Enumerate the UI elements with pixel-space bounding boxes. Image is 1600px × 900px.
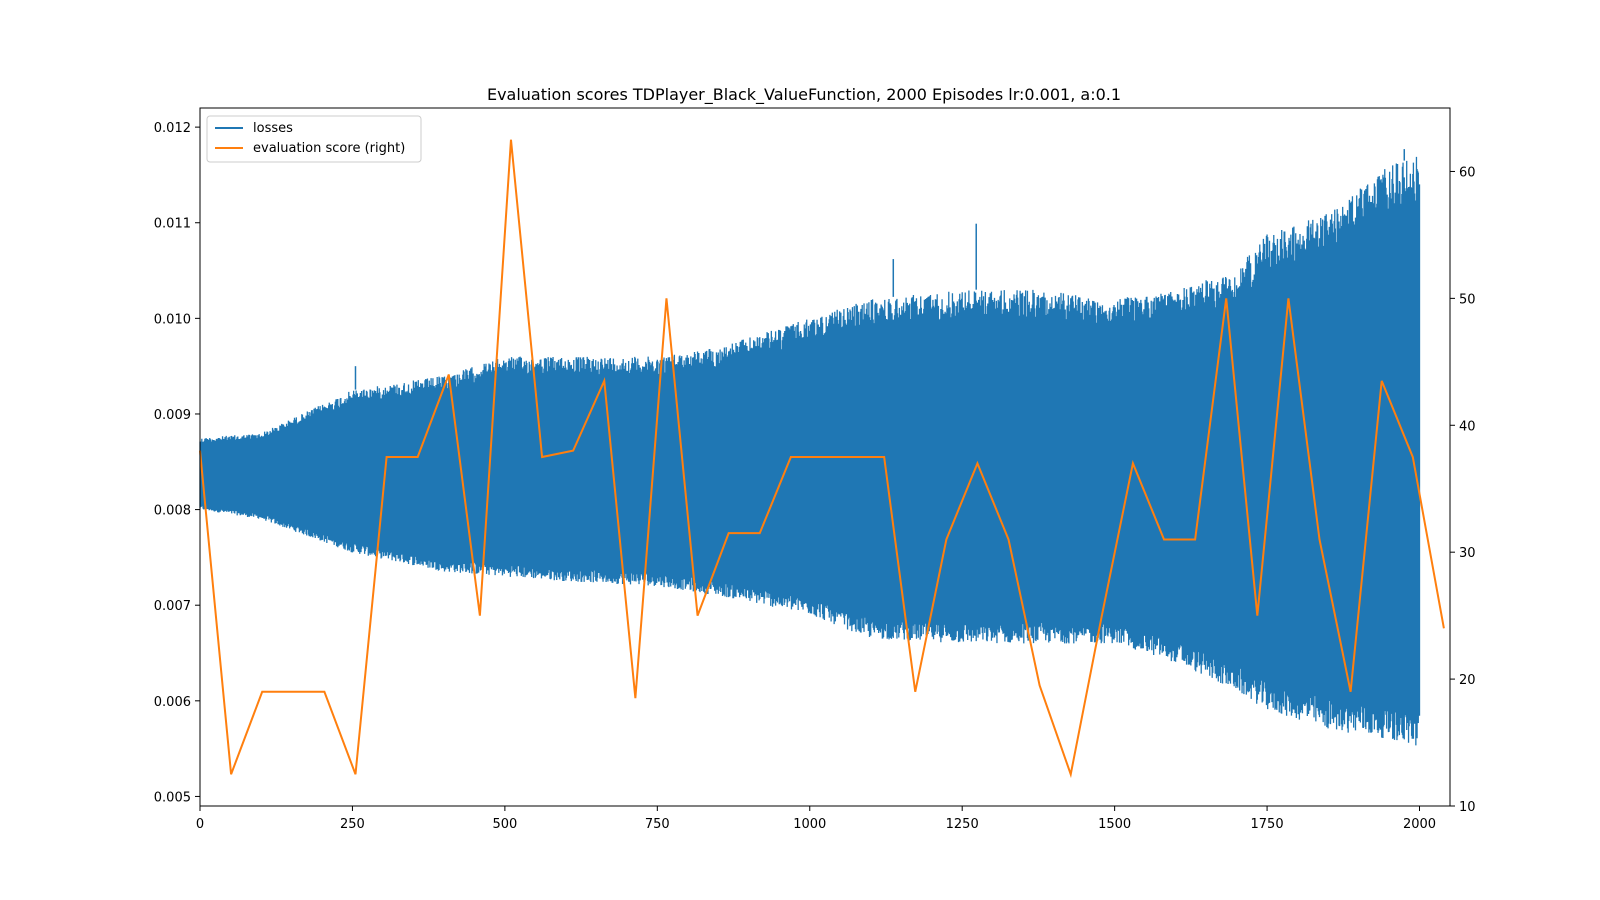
evaluation-score-series [199,139,1445,779]
y-left-tick-label: 0.005 [154,790,191,805]
x-tick-label: 750 [645,817,670,832]
y-right-tick-label: 30 [1459,546,1476,561]
x-tick-label: 1500 [1098,817,1131,832]
y-left-tick-label: 0.012 [154,121,191,136]
x-tick-label: 2000 [1403,817,1436,832]
y-left-tick-label: 0.006 [154,695,191,710]
y-right-tick-label: 50 [1459,292,1476,307]
y-left-tick-label: 0.009 [154,408,191,423]
losses-line [199,156,1421,746]
plot-frame [199,107,1451,807]
legend-box [206,115,422,163]
x-tick-label: 0 [196,817,204,832]
y-right-tick-label: 10 [1459,800,1476,815]
chart-title: Evaluation scores TDPlayer_Black_ValueFu… [487,85,1121,105]
y-left-tick-label: 0.007 [154,599,191,614]
x-tick-label: 1000 [793,817,826,832]
x-tick-label: 500 [492,817,517,832]
x-axis: 0 250 500 750 1000 1250 1500 1750 2000 [196,806,1436,832]
y-left-tick-label: 0.010 [154,312,191,327]
y-axis-right: 10 20 30 40 50 60 [1450,165,1476,815]
x-tick-label: 1750 [1251,817,1284,832]
y-right-tick-label: 60 [1459,165,1476,180]
y-left-tick-label: 0.008 [154,504,191,519]
legend: losses evaluation score (right) [206,115,422,163]
y-left-tick-label: 0.011 [154,217,191,232]
y-right-tick-label: 40 [1459,419,1476,434]
x-tick-label: 1250 [946,817,979,832]
legend-label-losses: losses [253,121,293,136]
y-axis-left: 0.005 0.006 0.007 0.008 0.009 0.010 0.011 0.012 [154,121,200,805]
legend-label-evaluation-score: evaluation score (right) [253,141,405,156]
losses-series [199,149,1421,746]
y-right-tick-label: 20 [1459,673,1476,688]
x-tick-label: 250 [340,817,365,832]
